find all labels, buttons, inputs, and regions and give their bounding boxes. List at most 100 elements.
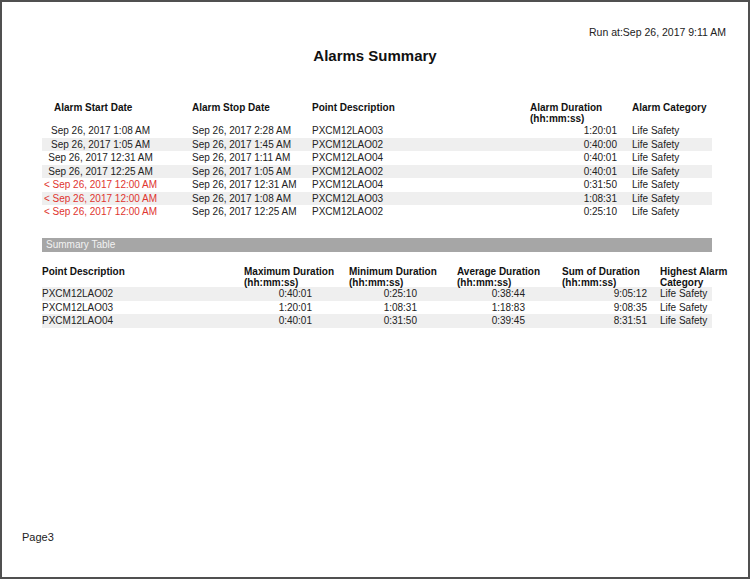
alarm-stop-date-cell: Sep 26, 2017 12:31 AM xyxy=(192,178,312,192)
col-header-alarm-duration: Alarm Duration(hh:mm:ss) xyxy=(530,102,632,124)
average-duration-cell: 0:39:45 xyxy=(457,314,562,328)
alarms-table-header-row: Alarm Start Date Alarm Stop Date Point D… xyxy=(42,102,712,124)
alarms-table: Alarm Start Date Alarm Stop Date Point D… xyxy=(42,102,712,219)
alarm-category-cell: Life Safety xyxy=(632,192,712,206)
col-header-alarm-start-date-label: Alarm Start Date xyxy=(54,103,132,114)
average-duration-cell: 1:18:83 xyxy=(457,301,562,315)
alarm-duration-cell: 0:40:00 xyxy=(530,138,632,152)
point-description-cell: PXCM12LAO04 xyxy=(312,178,530,192)
point-description-cell: PXCM12LAO03 xyxy=(42,301,244,315)
average-duration-cell: 0:38:44 xyxy=(457,287,562,301)
alarm-start-date-cell: Sep 26, 2017 1:05 AM xyxy=(42,138,192,152)
col-header-sum-of-duration: Sum of Duration(hh:mm:ss) xyxy=(562,266,660,287)
col-header-average-duration-line2: (hh:mm:ss) xyxy=(457,278,511,289)
col-header-alarm-stop-date-label: Alarm Stop Date xyxy=(192,103,270,114)
summary-table-section-label: Summary Table xyxy=(46,239,115,250)
point-description-cell: PXCM12LAO03 xyxy=(312,192,530,206)
sum-of-duration-cell: 8:31:51 xyxy=(562,314,660,328)
alarm-stop-date-cell: Sep 26, 2017 1:05 AM xyxy=(192,165,312,179)
table-row: Sep 26, 2017 1:05 AMSep 26, 2017 1:45 AM… xyxy=(42,138,712,152)
minimum-duration-cell: 1:08:31 xyxy=(349,301,457,315)
col-header-alarm-start-date: Alarm Start Date xyxy=(42,102,192,124)
alarm-stop-date-cell: Sep 26, 2017 12:25 AM xyxy=(192,205,312,219)
maximum-duration-cell: 1:20:01 xyxy=(244,301,349,315)
point-description-cell: PXCM12LAO02 xyxy=(312,165,530,179)
col-header-point-description: Point Description xyxy=(42,266,244,287)
col-header-minimum-duration: Minimum Duration(hh:mm:ss) xyxy=(349,266,457,287)
alarm-start-date-cell: Sep 26, 2017 12:31 AM xyxy=(42,151,192,165)
alarm-start-date-cell: < Sep 26, 2017 12:00 AM xyxy=(42,192,192,206)
table-row: Sep 26, 2017 12:31 AMSep 26, 2017 1:11 A… xyxy=(42,151,712,165)
point-description-cell: PXCM12LAO02 xyxy=(42,287,244,301)
col-header-maximum-duration-line1: Maximum Duration xyxy=(244,267,334,278)
sum-of-duration-cell: 9:05:12 xyxy=(562,287,660,301)
alarm-category-cell: Life Safety xyxy=(632,151,712,165)
summary-table: Point Description Maximum Duration(hh:mm… xyxy=(42,266,712,328)
run-at-timestamp: Run at:Sep 26, 2017 9:11 AM xyxy=(589,26,726,38)
point-description-cell: PXCM12LAO02 xyxy=(312,205,530,219)
page-title: Alarms Summary xyxy=(2,47,748,64)
alarm-start-date-cell: Sep 26, 2017 1:08 AM xyxy=(42,124,192,138)
table-row: PXCM12LAO040:40:010:31:500:39:458:31:51L… xyxy=(42,314,712,328)
col-header-minimum-duration-line1: Minimum Duration xyxy=(349,267,437,278)
col-header-maximum-duration-line2: (hh:mm:ss) xyxy=(244,278,298,289)
point-description-cell: PXCM12LAO03 xyxy=(312,124,530,138)
table-row: PXCM12LAO020:40:010:25:100:38:449:05:12L… xyxy=(42,287,712,301)
alarm-category-cell: Life Safety xyxy=(632,178,712,192)
table-row: PXCM12LAO031:20:011:08:311:18:839:08:35L… xyxy=(42,301,712,315)
alarm-duration-cell: 0:31:50 xyxy=(530,178,632,192)
alarm-duration-cell: 1:08:31 xyxy=(530,192,632,206)
table-row: Sep 26, 2017 12:25 AMSep 26, 2017 1:05 A… xyxy=(42,165,712,179)
alarm-category-cell: Life Safety xyxy=(632,205,712,219)
col-header-highest-alarm-category-line2: Category xyxy=(660,278,703,289)
alarm-start-date-cell: < Sep 26, 2017 12:00 AM xyxy=(42,178,192,192)
alarm-start-date-cell: < Sep 26, 2017 12:00 AM xyxy=(42,205,192,219)
col-header-highest-alarm-category-line1: Highest Alarm xyxy=(660,267,727,278)
col-header-point-description-label: Point Description xyxy=(42,267,125,278)
alarm-category-cell: Life Safety xyxy=(632,138,712,152)
alarm-duration-cell: 0:40:01 xyxy=(530,165,632,179)
point-description-cell: PXCM12LAO04 xyxy=(312,151,530,165)
table-row: < Sep 26, 2017 12:00 AMSep 26, 2017 12:3… xyxy=(42,178,712,192)
maximum-duration-cell: 0:40:01 xyxy=(244,314,349,328)
col-header-sum-of-duration-line1: Sum of Duration xyxy=(562,267,640,278)
point-description-cell: PXCM12LAO04 xyxy=(42,314,244,328)
highest-alarm-category-cell: Life Safety xyxy=(660,287,712,301)
alarm-stop-date-cell: Sep 26, 2017 1:08 AM xyxy=(192,192,312,206)
table-row: < Sep 26, 2017 12:00 AMSep 26, 2017 12:2… xyxy=(42,205,712,219)
col-header-alarm-category: Alarm Category xyxy=(632,102,712,124)
col-header-maximum-duration: Maximum Duration(hh:mm:ss) xyxy=(244,266,349,287)
alarm-duration-cell: 1:20:01 xyxy=(530,124,632,138)
col-header-average-duration-line1: Average Duration xyxy=(457,267,540,278)
col-header-alarm-stop-date: Alarm Stop Date xyxy=(192,102,312,124)
col-header-alarm-category-label: Alarm Category xyxy=(632,103,706,114)
alarm-duration-cell: 0:25:10 xyxy=(530,205,632,219)
alarm-duration-cell: 0:40:01 xyxy=(530,151,632,165)
col-header-point-description-label: Point Description xyxy=(312,103,395,114)
report-page: Run at:Sep 26, 2017 9:11 AM Alarms Summa… xyxy=(0,0,750,579)
col-header-highest-alarm-category: Highest AlarmCategory xyxy=(660,266,712,287)
alarm-start-date-cell: Sep 26, 2017 12:25 AM xyxy=(42,165,192,179)
highest-alarm-category-cell: Life Safety xyxy=(660,314,712,328)
minimum-duration-cell: 0:31:50 xyxy=(349,314,457,328)
col-header-alarm-duration-line1: Alarm Duration xyxy=(530,103,602,114)
col-header-alarm-duration-line2: (hh:mm:ss) xyxy=(530,114,584,125)
maximum-duration-cell: 0:40:01 xyxy=(244,287,349,301)
summary-table-section-bar: Summary Table xyxy=(42,238,712,252)
point-description-cell: PXCM12LAO02 xyxy=(312,138,530,152)
alarm-stop-date-cell: Sep 26, 2017 2:28 AM xyxy=(192,124,312,138)
page-number: Page3 xyxy=(22,531,54,543)
summary-table-header-row: Point Description Maximum Duration(hh:mm… xyxy=(42,266,712,287)
highest-alarm-category-cell: Life Safety xyxy=(660,301,712,315)
col-header-point-description: Point Description xyxy=(312,102,530,124)
col-header-average-duration: Average Duration(hh:mm:ss) xyxy=(457,266,562,287)
alarm-category-cell: Life Safety xyxy=(632,165,712,179)
col-header-sum-of-duration-line2: (hh:mm:ss) xyxy=(562,278,616,289)
sum-of-duration-cell: 9:08:35 xyxy=(562,301,660,315)
alarm-stop-date-cell: Sep 26, 2017 1:45 AM xyxy=(192,138,312,152)
table-row: < Sep 26, 2017 12:00 AMSep 26, 2017 1:08… xyxy=(42,192,712,206)
alarm-category-cell: Life Safety xyxy=(632,124,712,138)
col-header-minimum-duration-line2: (hh:mm:ss) xyxy=(349,278,403,289)
minimum-duration-cell: 0:25:10 xyxy=(349,287,457,301)
alarms-table-body: Sep 26, 2017 1:08 AMSep 26, 2017 2:28 AM… xyxy=(42,124,712,219)
